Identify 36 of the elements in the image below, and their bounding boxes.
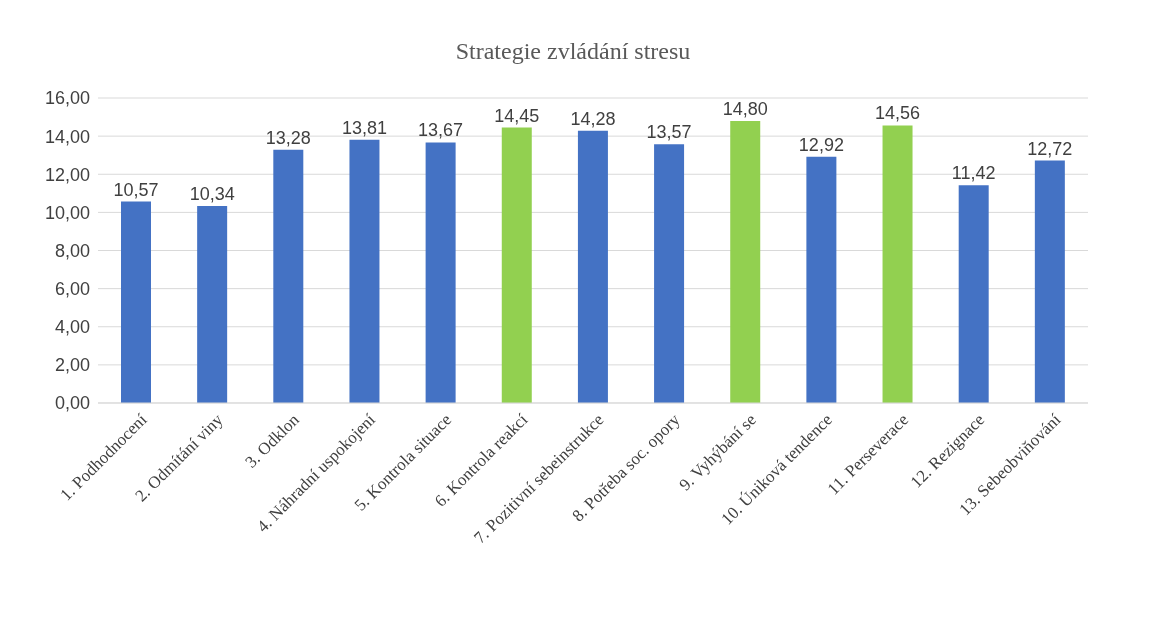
- data-label: 13,28: [265, 127, 311, 148]
- bar: [730, 120, 761, 403]
- bar: [425, 142, 456, 403]
- data-label: 13,67: [418, 120, 464, 141]
- bar: [577, 130, 608, 403]
- data-label: 14,28: [570, 108, 616, 129]
- data-label: 14,45: [494, 105, 540, 126]
- y-tick-label: 0,00: [54, 393, 90, 414]
- bar: [273, 149, 304, 403]
- y-tick-label: 12,00: [44, 164, 90, 185]
- bar: [882, 125, 913, 403]
- data-label: 11,42: [951, 163, 996, 184]
- bar: [121, 201, 151, 403]
- y-tick-label: 14,00: [44, 126, 90, 147]
- chart-title: Strategie zvládání stresu: [454, 37, 692, 66]
- bar: [501, 127, 532, 403]
- bar: [654, 144, 685, 403]
- bar: [958, 185, 989, 403]
- data-label: 10,57: [113, 179, 159, 200]
- y-tick-label: 10,00: [44, 202, 90, 223]
- y-tick-label: 4,00: [54, 317, 90, 338]
- data-label: 13,57: [646, 122, 692, 143]
- bar: [197, 205, 228, 403]
- bar: [806, 156, 837, 403]
- y-tick-label: 2,00: [54, 355, 90, 376]
- data-label: 12,92: [798, 134, 844, 155]
- data-label: 13,81: [341, 117, 387, 138]
- y-tick-label: 6,00: [54, 279, 90, 300]
- data-label: 12,72: [1027, 138, 1073, 159]
- bar: [1034, 160, 1065, 403]
- data-label: 10,34: [189, 183, 235, 204]
- y-tick-label: 16,00: [44, 88, 90, 109]
- data-label: 14,56: [875, 103, 921, 124]
- bar: [349, 139, 380, 403]
- data-label: 14,80: [722, 98, 768, 119]
- y-tick-label: 8,00: [54, 240, 90, 261]
